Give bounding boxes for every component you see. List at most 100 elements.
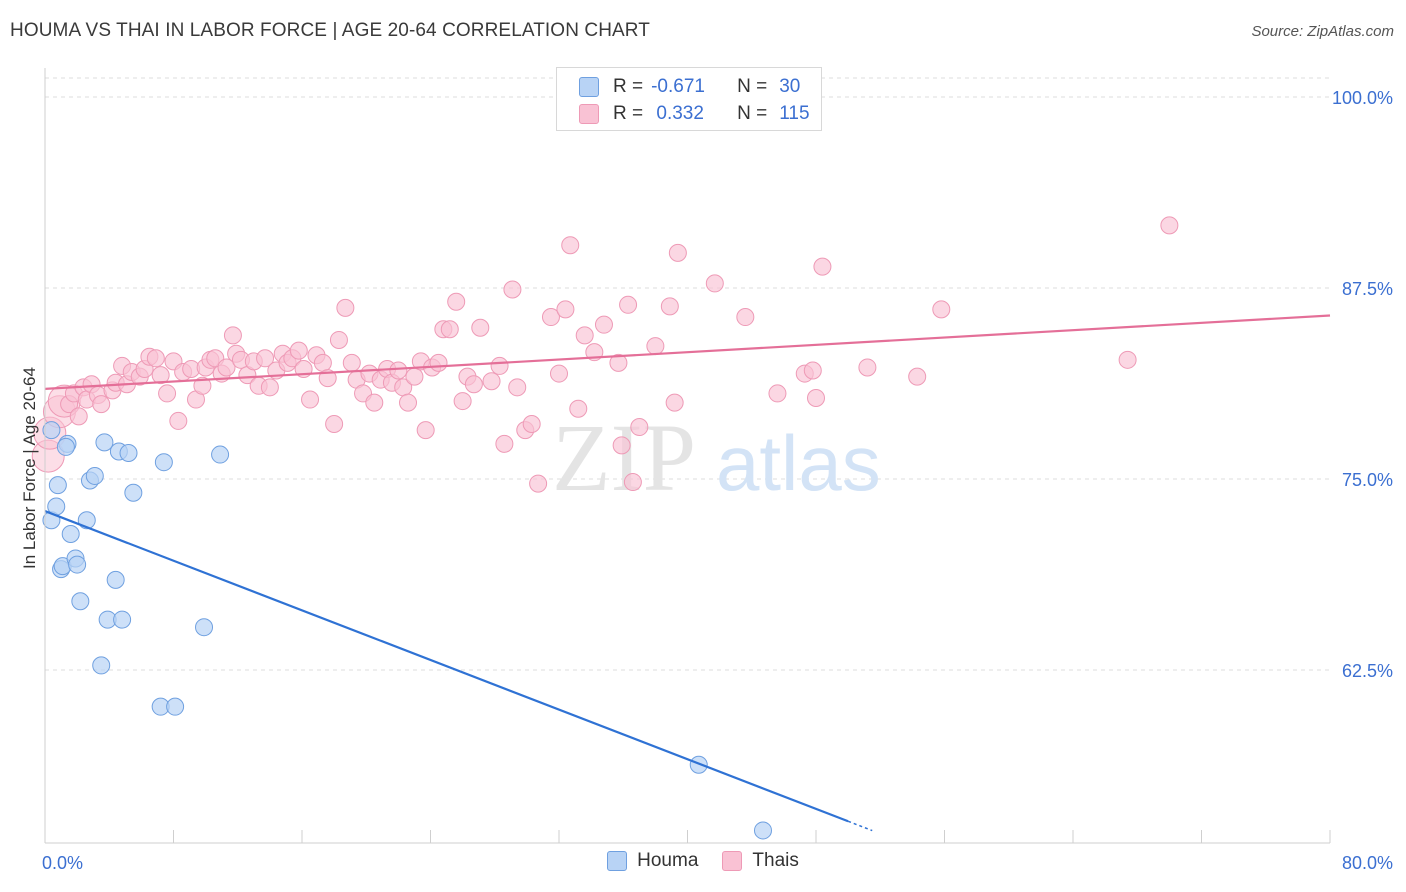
- correlation-legend: R = -0.671 N = 30 R = 0.332 N = 115: [556, 67, 822, 131]
- thai-point: [1118, 350, 1137, 369]
- thai-point: [529, 474, 548, 493]
- houma-legend-swatch: [607, 851, 628, 871]
- y-axis-label: In Labor Force | Age 20-64: [20, 367, 39, 569]
- thai-point: [301, 390, 320, 409]
- thai-point: [807, 389, 825, 408]
- thai-point: [556, 300, 575, 319]
- houma-point: [211, 445, 230, 464]
- houma-point: [92, 656, 111, 675]
- houma-point: [42, 421, 61, 440]
- r-value: -0.671: [651, 76, 705, 97]
- thai-point: [399, 393, 418, 412]
- thai-point: [151, 366, 170, 385]
- grid-layer: [45, 77, 1330, 671]
- thai-point: [193, 376, 212, 395]
- thai-point: [736, 308, 755, 327]
- thai-point: [342, 353, 361, 372]
- thai-point: [609, 353, 628, 372]
- watermark-atlas: atlas: [716, 419, 881, 507]
- n-value: 30: [779, 76, 801, 97]
- thai-point: [803, 361, 822, 380]
- thai-point: [329, 330, 348, 349]
- y-tick-label: 75.0%: [1342, 470, 1393, 490]
- houma-trend-extension: [847, 820, 873, 832]
- thai-point: [550, 364, 568, 383]
- houma-point: [56, 437, 75, 456]
- thai-point: [490, 356, 509, 375]
- thai-point: [416, 421, 435, 440]
- legend-item-houma[interactable]: Houma: [607, 850, 698, 872]
- thai-point: [325, 414, 344, 433]
- n-value: 115: [779, 103, 810, 124]
- y-tick-label: 87.5%: [1342, 279, 1393, 299]
- thai-point: [646, 337, 665, 356]
- series-legend: Houma Thais: [0, 850, 1406, 872]
- watermark: ZIP atlas: [552, 404, 881, 511]
- thai-point: [668, 243, 687, 262]
- thai-trend-line: [44, 314, 1331, 390]
- houma-point: [154, 453, 173, 472]
- thai-point: [260, 378, 279, 397]
- chart-title: HOUMA VS THAI IN LABOR FORCE | AGE 20-64…: [10, 20, 650, 41]
- houma-point: [166, 697, 185, 716]
- houma-swatch: [579, 77, 599, 97]
- x-tick-label: 0.0%: [42, 853, 83, 873]
- thai-point: [440, 320, 459, 339]
- thai-point: [482, 372, 501, 391]
- houma-point: [195, 618, 214, 637]
- houma-legend-label: Houma: [637, 850, 699, 871]
- houma-point: [753, 821, 772, 840]
- legend-item-thai[interactable]: Thais: [722, 850, 799, 872]
- thai-point: [619, 295, 638, 314]
- thai-point: [169, 411, 188, 430]
- thai-point: [453, 392, 472, 411]
- thai-point: [464, 375, 483, 394]
- thai-point: [932, 300, 951, 319]
- thai-point: [569, 399, 588, 418]
- houma-point: [85, 466, 104, 485]
- thai-point: [908, 367, 927, 386]
- trend-lines: [44, 314, 1331, 832]
- houma-point: [113, 610, 132, 629]
- houma-point: [61, 525, 80, 544]
- r-label: R =: [613, 76, 644, 97]
- thai-point: [146, 349, 165, 368]
- thai-point: [92, 395, 111, 414]
- thai-point: [594, 315, 613, 334]
- houma-point: [106, 570, 125, 589]
- thai-point: [623, 473, 642, 492]
- legend-row-houma: R = -0.671 N = 30: [579, 75, 800, 99]
- thai-point: [575, 326, 594, 345]
- thai-point: [503, 280, 522, 299]
- thai-point: [665, 393, 684, 412]
- thai-point: [768, 384, 787, 403]
- thai-point: [289, 341, 308, 360]
- thai-point: [522, 414, 541, 433]
- r-label: R =: [613, 103, 644, 124]
- thai-point: [1160, 216, 1179, 235]
- houma-point: [71, 592, 90, 611]
- thai-point: [858, 358, 877, 377]
- houma-point: [68, 555, 87, 574]
- source-label: Source: ZipAtlas.com: [1251, 23, 1394, 40]
- y-tick-label: 62.5%: [1342, 661, 1393, 681]
- n-label: N =: [737, 103, 768, 124]
- axis-layer: 62.5% 75.0% 87.5% 100.0% 0.0% 80.0%: [42, 68, 1393, 873]
- thai-legend-swatch: [722, 851, 743, 871]
- thai-point: [630, 418, 649, 437]
- thai-point: [561, 236, 580, 255]
- r-value: 0.332: [651, 103, 704, 124]
- houma-point: [48, 476, 67, 495]
- thai-point: [405, 367, 424, 386]
- thai-point: [705, 274, 724, 293]
- y-tick-label: 100.0%: [1332, 88, 1393, 108]
- thai-point: [313, 353, 332, 372]
- thai-point: [69, 407, 88, 426]
- n-label: N =: [737, 76, 768, 97]
- watermark-zip: ZIP: [552, 404, 696, 511]
- thai-point: [447, 292, 466, 311]
- thai-point: [508, 378, 527, 397]
- thai-point: [336, 298, 355, 317]
- thai-point: [389, 361, 408, 380]
- thai-point: [660, 297, 679, 316]
